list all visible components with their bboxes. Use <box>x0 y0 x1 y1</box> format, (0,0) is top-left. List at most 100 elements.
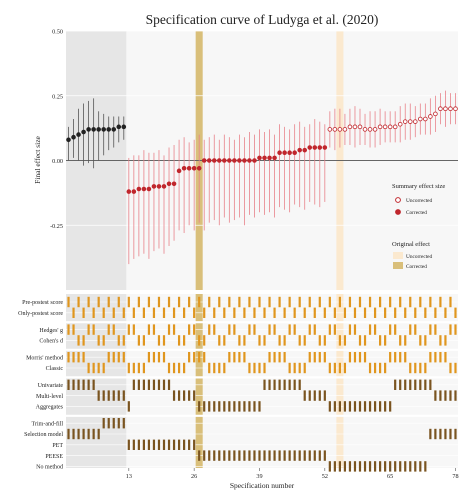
matrix-cell <box>127 324 130 335</box>
matrix-cell <box>177 439 181 450</box>
matrix-cell <box>384 307 387 318</box>
matrix-cell <box>288 450 291 461</box>
data-point <box>86 127 91 132</box>
matrix-cell <box>102 418 105 429</box>
y-tick-label: 0.50 <box>52 29 63 36</box>
matrix-cell <box>213 450 216 461</box>
matrix-row-label-univariate: Univariate <box>38 383 64 389</box>
matrix-cell <box>142 362 145 374</box>
data-point <box>402 119 408 124</box>
matrix-cell <box>72 379 75 390</box>
matrix-cell <box>248 296 251 308</box>
matrix-cell <box>308 450 311 461</box>
matrix-cell <box>389 324 392 335</box>
matrix-cell <box>238 296 241 308</box>
matrix-cell <box>394 461 397 472</box>
matrix-cell <box>368 401 372 412</box>
matrix-cell <box>117 296 120 308</box>
data-point <box>81 129 86 135</box>
matrix-cell <box>273 307 276 318</box>
matrix-cell <box>177 296 181 308</box>
matrix-cell <box>188 390 191 401</box>
matrix-cell <box>449 324 452 335</box>
data-point <box>171 181 177 187</box>
matrix-cell <box>424 335 427 346</box>
matrix-cell <box>323 352 326 363</box>
matrix-cell <box>434 428 437 440</box>
matrix-cell <box>137 296 140 308</box>
matrix-cell <box>313 324 316 335</box>
matrix-row-label-hedges-g: Hedges' g <box>39 328 63 334</box>
matrix-cell <box>373 307 377 318</box>
matrix-cell <box>172 439 176 450</box>
matrix-cell <box>368 461 372 472</box>
matrix-cell <box>348 296 352 308</box>
matrix-cell <box>363 352 367 363</box>
data-point <box>156 184 162 189</box>
matrix-cell <box>263 379 266 390</box>
data-point <box>191 165 197 171</box>
matrix-cell <box>313 307 316 318</box>
matrix-cell <box>343 362 347 374</box>
matrix-cell <box>384 335 387 346</box>
matrix-cell <box>348 461 352 472</box>
matrix-cell <box>157 296 161 308</box>
matrix-cell <box>248 401 251 412</box>
matrix-cell <box>303 450 306 461</box>
matrix-cell <box>313 352 316 363</box>
matrix-cell <box>429 324 432 335</box>
matrix-cell <box>147 296 151 308</box>
matrix-cell <box>308 352 311 363</box>
data-point <box>76 132 81 137</box>
matrix-cell <box>72 428 75 440</box>
matrix-cell <box>228 352 231 363</box>
matrix-cell <box>167 296 171 308</box>
matrix-cell <box>449 362 452 374</box>
matrix-cell <box>278 335 281 346</box>
matrix-cell <box>449 390 452 401</box>
matrix-cell <box>333 362 336 374</box>
matrix-cell <box>318 335 321 346</box>
matrix-cell <box>358 401 362 412</box>
matrix-cell <box>92 379 95 390</box>
matrix-cell <box>172 362 176 374</box>
matrix-cell <box>243 401 246 412</box>
matrix-cell <box>167 379 171 390</box>
matrix-cell <box>213 401 216 412</box>
matrix-cell <box>439 390 442 401</box>
data-point <box>382 124 388 130</box>
matrix-original-corrected-band <box>195 294 203 468</box>
y-axis-label: Final effect size <box>33 135 42 183</box>
data-point <box>71 134 76 140</box>
matrix-cell <box>223 335 226 346</box>
data-point <box>407 119 413 124</box>
matrix-cell <box>258 296 261 308</box>
matrix-cell <box>117 352 120 363</box>
matrix-cell <box>243 307 246 318</box>
matrix-cell <box>152 379 156 390</box>
data-point <box>247 158 252 163</box>
data-point <box>252 158 257 163</box>
matrix-cell <box>439 335 442 346</box>
matrix-cell <box>157 335 161 346</box>
matrix-cell <box>243 335 246 346</box>
matrix-cell <box>283 379 286 390</box>
matrix-cell <box>293 324 296 335</box>
matrix-cell <box>117 418 120 429</box>
matrix-cell <box>303 307 306 318</box>
matrix-cell <box>318 296 321 308</box>
matrix-cell <box>208 296 211 308</box>
data-point <box>287 150 292 156</box>
data-point <box>151 184 157 189</box>
matrix-cell <box>87 428 90 440</box>
matrix-cell <box>193 439 196 450</box>
matrix-cell <box>353 324 357 335</box>
matrix-cell <box>218 362 221 374</box>
matrix-cell <box>444 390 447 401</box>
data-point <box>206 158 212 163</box>
matrix-cell <box>293 362 296 374</box>
matrix-cell <box>107 390 110 401</box>
matrix-cell <box>323 335 326 346</box>
matrix-cell <box>328 401 331 412</box>
